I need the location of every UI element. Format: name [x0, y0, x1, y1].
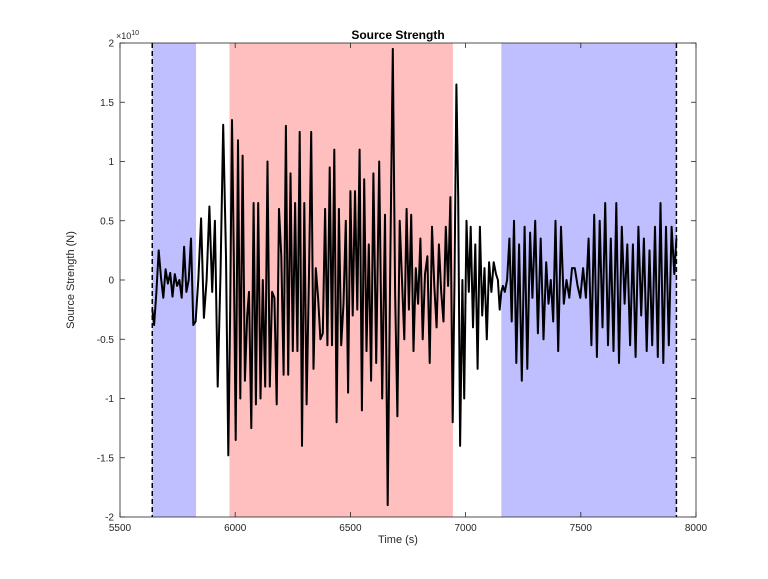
y-multiplier-exponent: 10	[131, 30, 139, 37]
x-axis-ticks: 5500 6000 6500 7000 7500 8000	[109, 43, 708, 534]
y-tick-label: 1.5	[100, 98, 114, 109]
x-axis-title: Time (s)	[378, 534, 418, 546]
y-tick-label: -2	[105, 513, 114, 524]
y-tick-label: -1	[105, 394, 114, 405]
x-tick-label: 8000	[685, 523, 708, 534]
x-tick-label: 7500	[570, 523, 593, 534]
y-multiplier-base: ×10	[116, 31, 131, 41]
y-tick-label: -0.5	[97, 335, 115, 346]
y-tick-label: -1.5	[97, 453, 115, 464]
x-tick-label: 6000	[224, 523, 247, 534]
y-multiplier-label: ×1010	[116, 30, 139, 41]
y-axis-ticks: -2 -1.5 -1 -0.5 0 0.5 1 1.5 2	[97, 39, 696, 524]
dashed-marker-lines	[151, 43, 678, 517]
x-tick-label: 7000	[454, 523, 477, 534]
chart-title: Source Strength	[351, 28, 444, 42]
y-axis-title: Source Strength (N)	[65, 231, 77, 329]
series-line-1	[151, 47, 678, 507]
y-tick-label: 2	[108, 39, 114, 50]
x-tick-label: 5500	[109, 523, 132, 534]
y-tick-label: 0	[108, 276, 114, 287]
y-tick-label: 1	[108, 157, 114, 168]
x-tick-label: 6500	[339, 523, 362, 534]
y-tick-label: 0.5	[100, 216, 114, 227]
series-lines	[151, 47, 678, 507]
